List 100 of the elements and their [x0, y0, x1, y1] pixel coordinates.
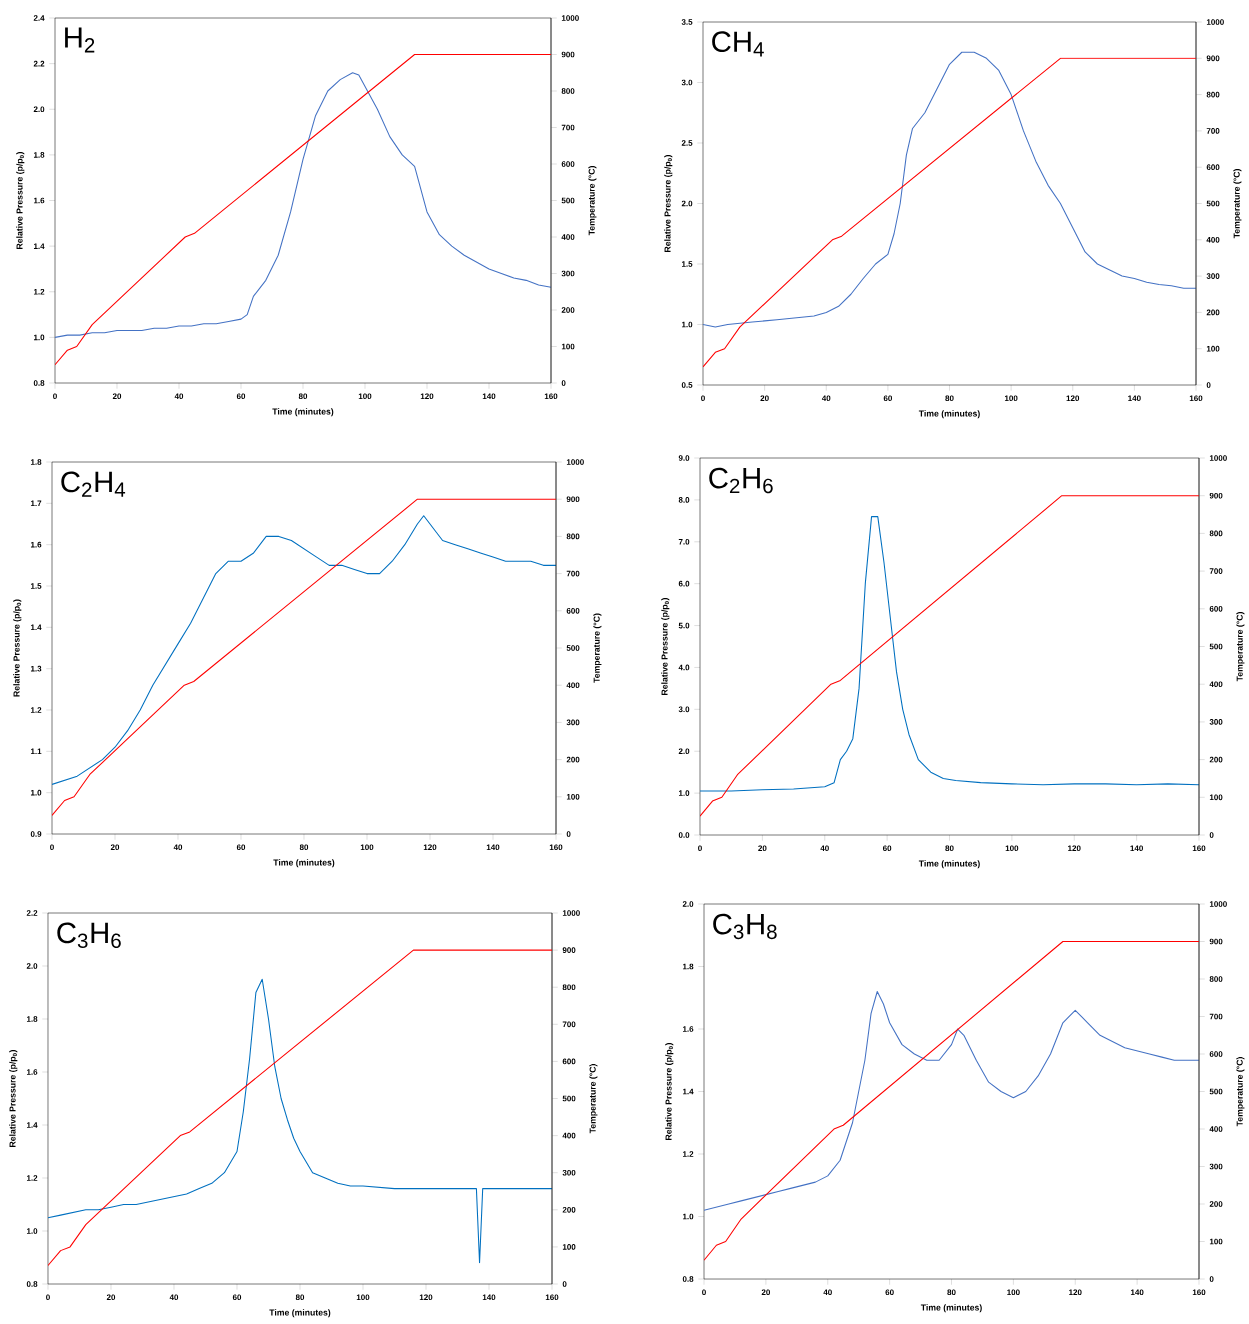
x-axis-title: Time (minutes): [918, 860, 980, 869]
x-tick-label: 160: [545, 1294, 559, 1301]
y2-tick-label: 900: [561, 51, 575, 58]
y2-tick-label: 1000: [1209, 455, 1227, 461]
y-tick-label: 1.2: [31, 707, 42, 713]
y2-tick-label: 700: [1209, 568, 1223, 574]
x-tick-label: 140: [1131, 1289, 1144, 1296]
y2-axis-title: Temperature (°C): [1236, 612, 1245, 682]
y-tick-label: 1.0: [682, 321, 693, 328]
x-tick-label: 140: [486, 844, 500, 851]
y2-tick-label: 600: [1209, 1051, 1223, 1057]
x-tick-label: 160: [544, 393, 558, 400]
y2-tick-label: 400: [1209, 1126, 1223, 1132]
y-tick-label: 2.0: [681, 200, 693, 207]
y2-tick-label: 400: [566, 682, 580, 689]
y-tick-label: 1.5: [31, 583, 42, 589]
x-tick-label: 120: [420, 393, 434, 400]
y2-tick-label: 600: [561, 161, 575, 167]
y2-tick-label: 400: [1206, 236, 1220, 243]
y-axis-title: Relative Pressure (p/p$_{0}$): [665, 1042, 674, 1140]
x-tick-label: 120: [423, 844, 437, 851]
y2-tick-label: 300: [566, 719, 580, 726]
x-tick-label: 20: [110, 844, 120, 851]
y2-tick-label: 0: [1209, 1276, 1214, 1282]
y2-tick-label: 500: [562, 1095, 576, 1102]
x-tick-label: 0: [53, 393, 57, 400]
y-axis-title: Relative Pressure (p/p$_{0}$): [9, 1049, 18, 1147]
y-tick-label: 1.0: [683, 1213, 694, 1220]
y2-tick-label: 700: [561, 124, 575, 131]
x-tick-label: 20: [106, 1294, 116, 1301]
chart-title: C$_{2}$H$_{4}$: [61, 471, 126, 497]
x-tick-label: 0: [702, 1289, 706, 1296]
y-tick-label: 3.0: [678, 706, 690, 713]
x-tick-label: 120: [1066, 395, 1080, 402]
y-tick-label: 1.2: [683, 1151, 694, 1157]
x-tick-label: 60: [883, 845, 892, 852]
y-tick-label: 1.6: [27, 1069, 38, 1075]
y-tick-label: 1.4: [31, 624, 42, 631]
y-tick-label: 2.2: [26, 910, 38, 916]
y2-tick-label: 0: [562, 1281, 567, 1287]
x-tick-label: 100: [1005, 845, 1019, 852]
x-tick-label: 120: [1069, 1289, 1082, 1296]
y-tick-label: 2.0: [26, 963, 38, 969]
y2-tick-label: 1000: [561, 15, 579, 21]
y2-tick-label: 200: [566, 756, 580, 763]
x-tick-label: 120: [1068, 845, 1081, 852]
y2-tick-label: 800: [1209, 976, 1223, 982]
y2-tick-label: 600: [562, 1058, 576, 1065]
y2-axis-title: Temperature (°C): [1236, 1057, 1245, 1127]
y-tick-label: 1.8: [34, 152, 45, 158]
x-tick-label: 40: [174, 393, 184, 400]
y2-tick-label: 100: [562, 1244, 576, 1250]
x-tick-label: 60: [232, 1294, 242, 1301]
y-tick-label: 1.8: [31, 459, 42, 465]
y2-tick-label: 900: [566, 496, 580, 503]
x-tick-label: 100: [360, 844, 374, 851]
y2-axis-title: Temperature (°C): [588, 166, 597, 236]
y2-tick-label: 100: [1206, 345, 1220, 352]
y2-tick-label: 400: [561, 234, 575, 240]
y2-tick-label: 100: [566, 793, 580, 800]
y-tick-label: 0.8: [26, 1281, 38, 1287]
y2-tick-label: 300: [562, 1169, 576, 1176]
x-tick-label: 160: [1192, 845, 1206, 852]
x-tick-label: 60: [885, 1289, 894, 1296]
y2-tick-label: 300: [1206, 273, 1220, 279]
y-tick-label: 0.8: [33, 380, 45, 386]
y2-tick-label: 700: [562, 1021, 576, 1028]
y2-tick-label: 0: [561, 380, 566, 386]
x-tick-label: 100: [356, 1294, 370, 1301]
x-tick-label: 160: [549, 844, 563, 851]
y2-tick-label: 500: [1209, 643, 1223, 650]
y2-axis-title: Temperature (°C): [1233, 169, 1242, 239]
y2-tick-label: 900: [1206, 55, 1220, 62]
x-axis-title: Time (minutes): [273, 859, 335, 868]
y-tick-label: 1.8: [27, 1016, 38, 1022]
x-tick-label: 80: [295, 1294, 305, 1301]
y-tick-label: 1.5: [682, 261, 693, 267]
x-tick-label: 80: [945, 845, 954, 852]
y2-tick-label: 300: [1209, 1163, 1223, 1170]
x-tick-label: 140: [482, 393, 496, 400]
y-tick-label: 2.2: [33, 60, 45, 67]
y-tick-label: 0.8: [682, 1276, 694, 1282]
y-tick-label: 1.6: [683, 1026, 694, 1032]
x-tick-label: 60: [883, 395, 893, 402]
y2-tick-label: 500: [561, 197, 575, 204]
y2-tick-label: 1000: [1209, 901, 1227, 907]
line-series: [52, 498, 557, 816]
y-tick-label: 2.0: [678, 748, 690, 755]
x-axis-title: Time (minutes): [269, 1309, 331, 1318]
y2-axis-title: Temperature (°C): [589, 1064, 598, 1134]
y-tick-label: 9.0: [678, 455, 690, 461]
y2-tick-label: 600: [566, 607, 580, 614]
chart-title: C$_{3}$H$_{8}$: [713, 913, 777, 940]
x-tick-label: 100: [358, 393, 372, 400]
y-tick-label: 4.0: [678, 664, 690, 671]
y-tick-label: 1.2: [27, 1175, 38, 1181]
x-tick-label: 140: [1130, 845, 1144, 852]
y-tick-label: 2.5: [681, 140, 693, 146]
y2-tick-label: 0: [1206, 382, 1211, 388]
y2-tick-label: 200: [1209, 1201, 1223, 1207]
